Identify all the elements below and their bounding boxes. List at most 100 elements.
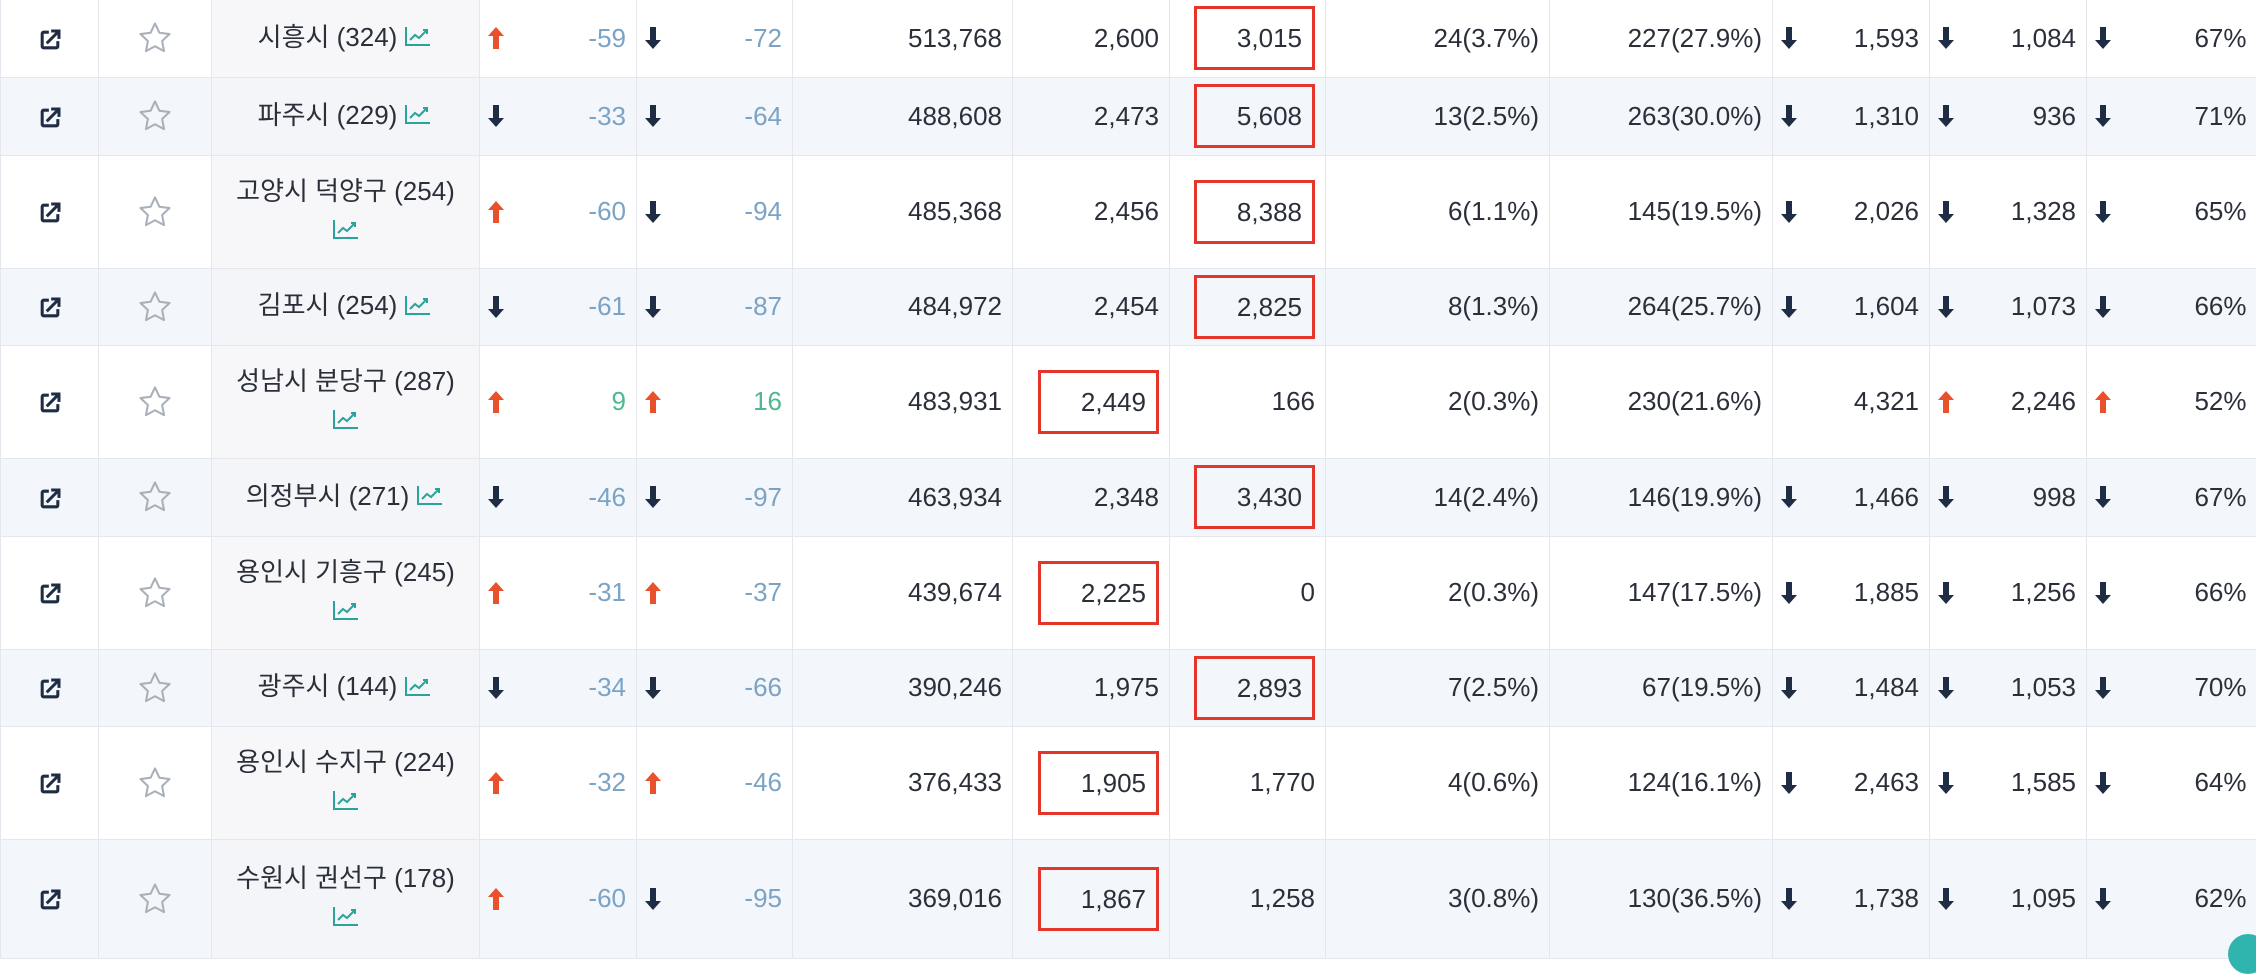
region-name-cell: 광주시 (144) (212, 649, 480, 726)
star-icon[interactable] (136, 574, 174, 612)
external-link-icon[interactable] (36, 294, 64, 322)
trend-chart-icon[interactable] (415, 479, 445, 517)
population-cell: 390,246 (793, 649, 1013, 726)
value-1: 2,456 (1094, 196, 1159, 226)
arrow-down-icon (1936, 103, 1964, 129)
region-name[interactable]: 파주시 (229) (258, 100, 398, 130)
star-icon[interactable] (136, 288, 174, 326)
region-name[interactable]: 용인시 기흥구 (245) (236, 557, 455, 587)
region-name[interactable]: 고양시 덕양구 (254) (236, 176, 455, 206)
trend-chart-icon[interactable] (403, 20, 433, 58)
trend-chart-icon[interactable] (331, 403, 361, 441)
arrow-down-icon (1936, 886, 1964, 912)
region-name[interactable]: 의정부시 (271) (246, 481, 410, 511)
favorite-cell (99, 268, 212, 345)
trend-chart-icon[interactable] (403, 98, 433, 136)
value-2-cell: 5,608 (1170, 77, 1326, 155)
external-link-icon[interactable] (36, 389, 64, 417)
highlight-box: 2,225 (1038, 561, 1159, 625)
arrow-up-icon (486, 770, 522, 796)
arrow-down-icon (2093, 199, 2121, 225)
trend-chart-icon[interactable] (403, 670, 433, 708)
percent-cell: 52% (2121, 345, 2256, 458)
external-link-icon[interactable] (36, 199, 64, 227)
external-link-icon[interactable] (36, 580, 64, 608)
star-icon[interactable] (136, 478, 174, 516)
arrow-up-icon (486, 886, 522, 912)
change-arrow-cell (637, 726, 675, 839)
change-value-1: 9 (522, 345, 637, 458)
trend-chart-icon[interactable] (403, 289, 433, 327)
external-link-icon[interactable] (36, 104, 64, 132)
trend-chart-icon[interactable] (331, 213, 361, 251)
percent-cell: 66% (2121, 536, 2256, 649)
favorite-cell (99, 0, 212, 77)
external-link-icon[interactable] (36, 886, 64, 914)
highlight-box: 1,867 (1038, 867, 1159, 931)
change-arrow-cell (637, 268, 675, 345)
star-icon[interactable] (136, 764, 174, 802)
metric-arrow-cell (2087, 345, 2121, 458)
favorite-cell (99, 458, 212, 536)
external-link-icon[interactable] (36, 770, 64, 798)
favorite-cell (99, 77, 212, 155)
metric-arrow-cell (1773, 268, 1807, 345)
change-arrow-cell (637, 458, 675, 536)
trend-chart-icon[interactable] (331, 900, 361, 938)
change-arrow-cell (637, 0, 675, 77)
metric-2-cell: 1,256 (1964, 536, 2087, 649)
change-value-2: -66 (675, 649, 793, 726)
change-arrow-cell (637, 536, 675, 649)
region-name[interactable]: 광주시 (144) (258, 671, 398, 701)
star-icon[interactable] (136, 669, 174, 707)
value-2-cell: 3,015 (1170, 0, 1326, 77)
metric-arrow-cell (1773, 726, 1807, 839)
change-value-1: -32 (522, 726, 637, 839)
open-link-cell (1, 649, 99, 726)
region-name-cell: 용인시 수지구 (224) (212, 726, 480, 839)
star-icon[interactable] (136, 19, 174, 57)
metric-2-cell: 998 (1964, 458, 2087, 536)
change-arrow-cell (480, 726, 522, 839)
arrow-down-icon (1779, 580, 1807, 606)
change-value-2: -37 (675, 536, 793, 649)
region-name-cell: 성남시 분당구 (287) (212, 345, 480, 458)
ratio-2-cell: 124(16.1%) (1550, 726, 1773, 839)
change-value-2: -64 (675, 77, 793, 155)
region-name-cell: 의정부시 (271) (212, 458, 480, 536)
metric-arrow-cell (1930, 536, 1964, 649)
star-icon[interactable] (136, 97, 174, 135)
region-name[interactable]: 용인시 수지구 (224) (236, 747, 455, 777)
arrow-down-icon (1779, 886, 1807, 912)
external-link-icon[interactable] (36, 26, 64, 54)
arrow-down-icon (486, 484, 522, 510)
external-link-icon[interactable] (36, 675, 64, 703)
metric-arrow-cell (1930, 0, 1964, 77)
arrow-down-icon (643, 886, 675, 912)
region-name[interactable]: 시흥시 (324) (258, 22, 398, 52)
percent-cell: 66% (2121, 268, 2256, 345)
metric-arrow-cell (1930, 458, 1964, 536)
region-name[interactable]: 김포시 (254) (258, 290, 398, 320)
ratio-1-cell: 3(0.8%) (1326, 839, 1550, 958)
trend-chart-icon[interactable] (331, 594, 361, 632)
value-1-cell: 2,449 (1013, 345, 1170, 458)
star-icon[interactable] (136, 383, 174, 421)
star-icon[interactable] (136, 193, 174, 231)
open-link-cell (1, 0, 99, 77)
favorite-cell (99, 649, 212, 726)
region-name[interactable]: 성남시 분당구 (287) (236, 366, 455, 396)
metric-arrow-cell (2087, 0, 2121, 77)
change-value-1: -61 (522, 268, 637, 345)
trend-chart-icon[interactable] (331, 784, 361, 822)
external-link-icon[interactable] (36, 485, 64, 513)
region-name-cell: 용인시 기흥구 (245) (212, 536, 480, 649)
star-icon[interactable] (136, 880, 174, 918)
floating-action-button[interactable] (2228, 934, 2256, 974)
arrow-down-icon (1779, 103, 1807, 129)
metric-arrow-cell (1930, 649, 1964, 726)
region-name[interactable]: 수원시 권선구 (178) (236, 863, 455, 893)
